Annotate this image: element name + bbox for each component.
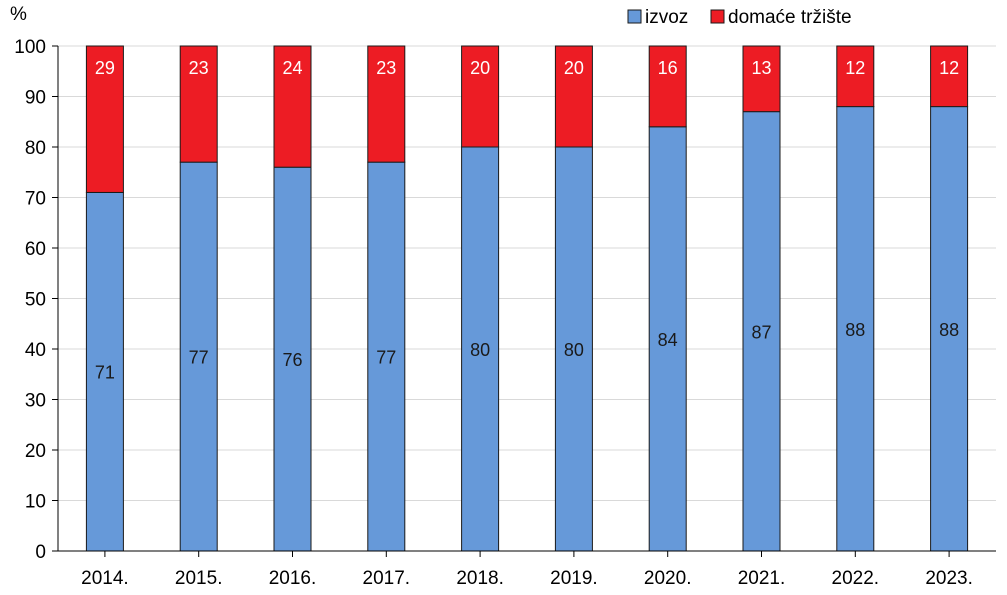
y-tick-label-50: 50 [25,290,46,311]
data-label-izvoz-2018: 80 [470,340,490,360]
y-tick-label-80: 80 [25,138,46,159]
bar-domace-trziste-2016 [273,45,312,168]
legend-label-izvoz: izvoz [645,7,688,28]
data-label-izvoz-2014: 71 [95,363,115,383]
y-tick-label-20: 20 [25,441,46,462]
data-label-izvoz-2023: 88 [939,320,959,340]
bar-izvoz-2017 [367,161,406,552]
legend: izvoz domaće tržište [627,7,852,28]
bar-domace-trziste-2020 [648,45,687,128]
bar-izvoz-2019 [554,146,593,552]
bar-izvoz-2020 [648,126,687,552]
y-tick-label-60: 60 [25,239,46,260]
data-label-izvoz-2017: 77 [376,348,396,368]
y-tick-label-10: 10 [25,492,46,513]
bar-domace-trziste-2015 [179,45,218,163]
data-label-izvoz-2016: 76 [282,350,302,370]
bar-domace-trziste-2022 [836,45,875,108]
y-tick-label-70: 70 [25,189,46,210]
data-label-domace-trziste-2020: 16 [658,58,678,78]
y-axis-unit-label: % [10,4,27,25]
data-label-domace-trziste-2021: 13 [751,58,771,78]
data-label-domace-trziste-2014: 29 [95,58,115,78]
y-tick-label-0: 0 [35,542,46,563]
x-tick-label-2014: 2014. [81,568,129,589]
bar-izvoz-2023 [930,106,969,552]
bar-domace-trziste-2014 [85,45,124,193]
y-tick-label-90: 90 [25,88,46,109]
x-tick-label-2018: 2018. [456,568,504,589]
x-tick-label-2015: 2015. [175,568,223,589]
data-label-izvoz-2015: 77 [189,348,209,368]
data-label-izvoz-2019: 80 [564,340,584,360]
legend-label-domace-trziste: domaće tržište [728,7,852,28]
bar-domace-trziste-2017 [367,45,406,163]
data-label-izvoz-2022: 88 [845,320,865,340]
bar-izvoz-2018 [461,146,500,552]
data-label-domace-trziste-2022: 12 [845,58,865,78]
x-tick-label-2017: 2017. [363,568,411,589]
bar-izvoz-2021 [742,111,781,552]
x-tick-label-2016: 2016. [269,568,317,589]
legend-swatch-izvoz [627,9,642,24]
data-label-domace-trziste-2023: 12 [939,58,959,78]
x-tick-label-2020: 2020. [644,568,692,589]
y-tick-label-30: 30 [25,391,46,412]
data-label-domace-trziste-2019: 20 [564,58,584,78]
bar-domace-trziste-2021 [742,45,781,113]
y-tick-label-100: 100 [14,37,46,58]
data-label-domace-trziste-2018: 20 [470,58,490,78]
data-label-domace-trziste-2016: 24 [282,58,302,78]
bars: 71 29 77 23 76 24 77 23 80 20 80 20 84 16 87 13 88 12 88 12 [85,45,969,552]
data-label-domace-trziste-2015: 23 [189,58,209,78]
x-tick-label-2019: 2019. [550,568,598,589]
x-tick-label-2023: 2023. [925,568,973,589]
x-tick-label-2021: 2021. [738,568,786,589]
bar-izvoz-2022 [836,106,875,552]
y-tick-label-40: 40 [25,340,46,361]
data-label-izvoz-2020: 84 [658,330,678,350]
bar-domace-trziste-2023 [930,45,969,108]
x-tick-label-2022: 2022. [832,568,880,589]
bar-domace-trziste-2018 [461,45,500,148]
bar-domace-trziste-2019 [554,45,593,148]
data-label-domace-trziste-2017: 23 [376,58,396,78]
data-label-izvoz-2021: 87 [751,322,771,342]
legend-swatch-domace-trziste [710,9,725,24]
